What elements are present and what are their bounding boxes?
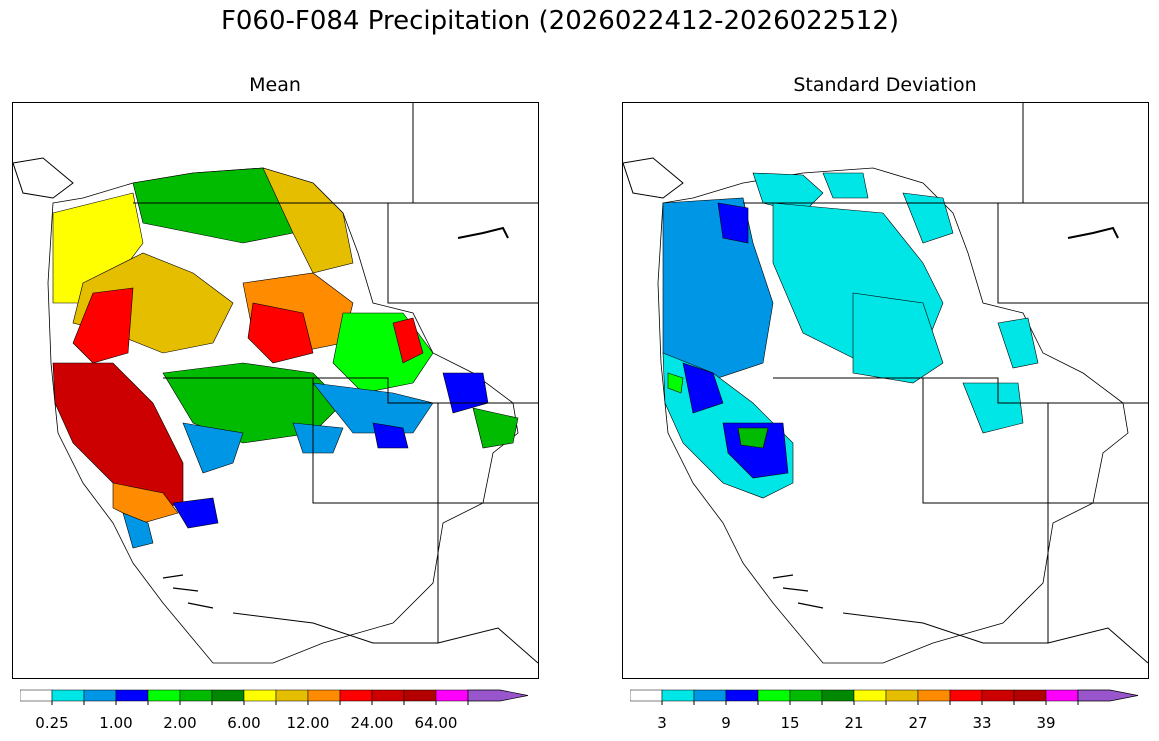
mean-colorbar: 0.25 1.00 2.00 6.00 12.00 24.00 64.00 [19, 688, 540, 738]
colorbar-swatch [371, 689, 405, 702]
colorbar-tick-label: 64.00 [414, 714, 458, 732]
colorbar-swatch [275, 689, 309, 702]
colorbar-tick-label: 33 [972, 714, 992, 732]
colorbar-tick-label: 24.00 [350, 714, 394, 732]
stddev-map [622, 102, 1149, 679]
colorbar-swatch [885, 689, 919, 702]
colorbar-swatch [981, 689, 1015, 702]
mean-panel-title: Mean [249, 74, 301, 96]
colorbar-swatch [403, 689, 437, 702]
colorbar-extend-arrow [467, 689, 529, 702]
colorbar-swatch [339, 689, 373, 702]
colorbar-tick-label: 1.00 [99, 714, 133, 732]
colorbar-swatch [661, 689, 695, 702]
colorbar-swatch [853, 689, 887, 702]
colorbar-swatch [821, 689, 855, 702]
colorbar-swatch [83, 689, 117, 702]
colorbar-swatch [1013, 689, 1047, 702]
stddev-colorbar: 3 9 15 21 27 33 39 [629, 688, 1150, 738]
colorbar-swatch [243, 689, 277, 702]
colorbar-tick-label: 2.00 [163, 714, 197, 732]
colorbar-swatch [179, 689, 213, 702]
colorbar-swatch [949, 689, 983, 702]
colorbar-swatch [211, 689, 245, 702]
colorbar-tick-label: 3 [657, 714, 667, 732]
colorbar-swatch [789, 689, 823, 702]
colorbar-swatch [19, 689, 53, 702]
colorbar-swatch [147, 689, 181, 702]
colorbar-tick-label: 39 [1036, 714, 1056, 732]
figure-title: F060-F084 Precipitation (2026022412-2026… [220, 6, 900, 36]
colorbar-tick-label: 15 [780, 714, 800, 732]
colorbar-tick-label: 27 [908, 714, 928, 732]
stddev-colorbar-swatches [629, 689, 1139, 705]
colorbar-swatch [307, 689, 341, 702]
colorbar-tick-label: 0.25 [35, 714, 69, 732]
stddev-panel-title: Standard Deviation [793, 74, 977, 96]
colorbar-swatch [725, 689, 759, 702]
colorbar-tick-label: 6.00 [227, 714, 261, 732]
colorbar-tick-label: 21 [844, 714, 864, 732]
colorbar-tick-label: 9 [721, 714, 731, 732]
colorbar-swatch [435, 689, 469, 702]
mean-colorbar-swatches [19, 689, 529, 705]
mean-map [12, 102, 539, 679]
colorbar-swatch [693, 689, 727, 702]
colorbar-swatch [115, 689, 149, 702]
colorbar-swatch [917, 689, 951, 702]
colorbar-swatch [1045, 689, 1079, 702]
colorbar-extend-arrow [1077, 689, 1139, 702]
colorbar-swatch [629, 689, 663, 702]
colorbar-swatch [757, 689, 791, 702]
colorbar-swatch [51, 689, 85, 702]
colorbar-tick-label: 12.00 [286, 714, 330, 732]
